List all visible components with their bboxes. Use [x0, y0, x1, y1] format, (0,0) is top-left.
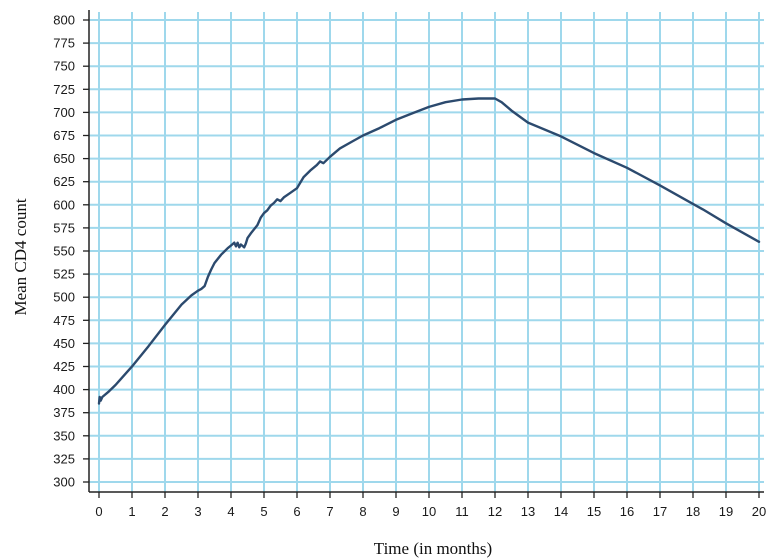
y-tick-label-550: 550 — [53, 244, 75, 259]
series — [97, 97, 761, 405]
y-tick-label-650: 650 — [53, 151, 75, 166]
x-tick-label-17: 17 — [653, 504, 667, 519]
y-tick-label-800: 800 — [53, 13, 75, 28]
x-axis-title: Time (in months) — [374, 539, 492, 558]
x-tick-label-20: 20 — [752, 504, 766, 519]
y-tick-label-675: 675 — [53, 128, 75, 143]
x-tick-label-0: 0 — [95, 504, 102, 519]
grid-lines — [89, 12, 764, 492]
y-tick-label-625: 625 — [53, 174, 75, 189]
y-tick-label-525: 525 — [53, 267, 75, 282]
x-tick-label-1: 1 — [128, 504, 135, 519]
x-tick-label-7: 7 — [326, 504, 333, 519]
x-tick-label-9: 9 — [392, 504, 399, 519]
y-tick-label-775: 775 — [53, 36, 75, 51]
x-tick-label-13: 13 — [521, 504, 535, 519]
x-tick-label-10: 10 — [422, 504, 436, 519]
y-tick-label-725: 725 — [53, 82, 75, 97]
x-tick-label-14: 14 — [554, 504, 568, 519]
y-tick-label-600: 600 — [53, 197, 75, 212]
x-tick-label-15: 15 — [587, 504, 601, 519]
x-tick-label-5: 5 — [260, 504, 267, 519]
x-tick-label-16: 16 — [620, 504, 634, 519]
x-tick-label-2: 2 — [161, 504, 168, 519]
y-tick-label-425: 425 — [53, 359, 75, 374]
x-tick-label-4: 4 — [227, 504, 234, 519]
y-tick-label-300: 300 — [53, 475, 75, 490]
x-tick-label-3: 3 — [194, 504, 201, 519]
x-tick-label-6: 6 — [293, 504, 300, 519]
x-tick-label-18: 18 — [686, 504, 700, 519]
y-axis-title: Mean CD4 count — [11, 198, 30, 315]
x-tick-label-8: 8 — [359, 504, 366, 519]
x-tick-label-11: 11 — [455, 504, 469, 519]
y-tick-label-575: 575 — [53, 220, 75, 235]
x-tick-label-19: 19 — [719, 504, 733, 519]
x-tick-label-12: 12 — [488, 504, 502, 519]
y-tick-label-375: 375 — [53, 405, 75, 420]
y-tick-label-325: 325 — [53, 451, 75, 466]
tick-marks — [83, 19, 760, 498]
series-line-0 — [97, 97, 761, 405]
y-tick-label-700: 700 — [53, 105, 75, 120]
y-tick-label-500: 500 — [53, 290, 75, 305]
y-tick-label-475: 475 — [53, 313, 75, 328]
y-tick-label-400: 400 — [53, 382, 75, 397]
y-tick-label-350: 350 — [53, 428, 75, 443]
tick-labels: 0 1 2 3 4 5 6 7 8 9 10 11 12 13 14 15 16 17 18 19 2030032535… — [53, 13, 766, 520]
y-tick-label-450: 450 — [53, 336, 75, 351]
y-tick-label-750: 750 — [53, 59, 75, 74]
